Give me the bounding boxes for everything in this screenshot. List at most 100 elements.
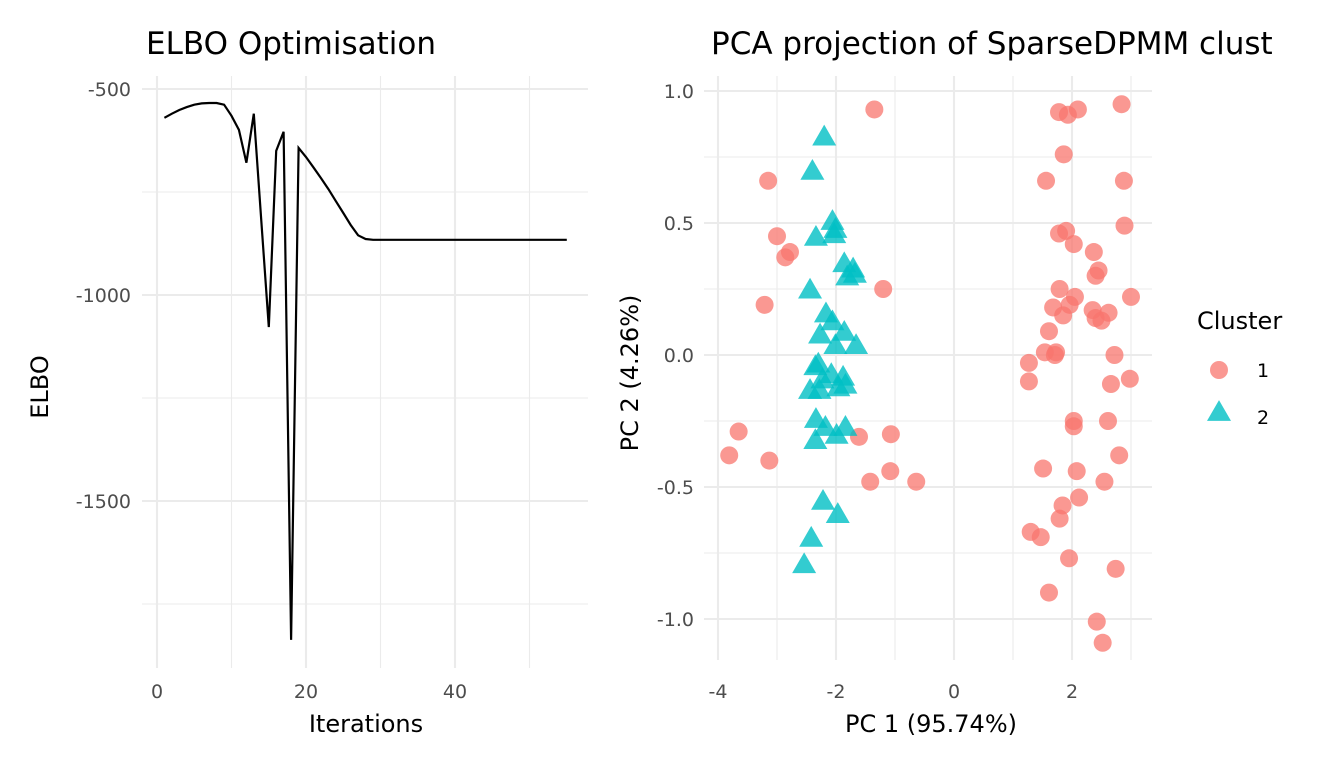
cluster-2-point xyxy=(798,277,823,299)
legend-entry-2: 2 xyxy=(1207,400,1269,429)
legend-entry-1: 1 xyxy=(1210,360,1269,382)
pca-y-tick-label: -0.5 xyxy=(657,477,694,499)
pca-x-tick-label: -4 xyxy=(709,681,728,703)
pca-y-tick-labels: 1.0 0.5 0.0 -0.5 -1.0 xyxy=(657,81,694,631)
cluster-2-point xyxy=(833,415,858,436)
elbo-y-tick-label: -1000 xyxy=(76,285,131,307)
cluster-1-point xyxy=(1037,171,1056,190)
legend-triangle-icon xyxy=(1207,400,1231,421)
cluster-1-point xyxy=(1105,346,1124,364)
cluster-1-point xyxy=(1093,633,1112,652)
cluster-1-point xyxy=(1064,417,1083,436)
cluster-2-point xyxy=(810,367,835,389)
elbo-x-tick-label: 0 xyxy=(151,681,163,703)
cluster-2-point xyxy=(799,525,824,547)
cluster-1-point xyxy=(1110,446,1129,465)
cluster-1-point xyxy=(759,171,778,190)
cluster-1-point xyxy=(1058,105,1077,124)
cluster-2-point xyxy=(835,264,860,286)
cluster-1-point xyxy=(1087,612,1106,631)
cluster-1-point xyxy=(861,472,880,491)
cluster-1-point xyxy=(1064,235,1083,254)
cluster-2-point xyxy=(825,502,850,523)
cluster-1-point xyxy=(1101,375,1120,394)
cluster-1-point xyxy=(1067,462,1086,481)
cluster-1-point xyxy=(1050,509,1069,528)
pca-points-group xyxy=(720,95,1140,652)
pca-x-tick-label: 0 xyxy=(948,681,960,703)
legend-label-2: 2 xyxy=(1257,407,1269,429)
cluster-1-point xyxy=(720,446,739,465)
cluster-1-point xyxy=(1099,303,1118,322)
legend-title: Cluster xyxy=(1197,307,1282,335)
cluster-1-point xyxy=(760,451,779,470)
elbo-line-group xyxy=(163,101,567,640)
elbo-plot-panel: 0 20 40 -500 -1000 -1500 ELBO Optimisation I… xyxy=(26,26,588,738)
pca-y-axis-title: PC 2 (4.26%) xyxy=(616,295,644,452)
cluster-2-point xyxy=(792,552,817,574)
cluster-1-point xyxy=(1031,528,1050,547)
elbo-gridlines xyxy=(142,76,588,668)
cluster-1-point xyxy=(907,472,926,491)
pca-y-tick-label: 0.5 xyxy=(664,213,694,235)
cluster-1-point xyxy=(1115,216,1134,235)
cluster-1-point xyxy=(768,227,786,246)
cluster-2-point xyxy=(808,322,833,344)
cluster-1-point xyxy=(881,425,900,444)
legend-label-1: 1 xyxy=(1257,360,1269,382)
cluster-2-point xyxy=(800,158,825,180)
elbo-chart-title: ELBO Optimisation xyxy=(146,26,436,62)
cluster-2-point xyxy=(820,309,845,331)
cluster-1-point xyxy=(1114,171,1133,190)
cluster-1-point xyxy=(729,422,748,441)
cluster-1-point xyxy=(1084,243,1103,262)
cluster-1-point xyxy=(874,280,893,298)
pca-y-tick-label: 1.0 xyxy=(664,81,694,103)
cluster-1-point xyxy=(1019,372,1038,391)
cluster-2-point xyxy=(812,124,837,146)
elbo-series-line xyxy=(163,101,567,640)
elbo-x-tick-label: 40 xyxy=(443,681,467,703)
cluster-2-point xyxy=(823,333,848,355)
cluster-2-point xyxy=(832,320,857,341)
cluster-1-point xyxy=(1054,306,1073,325)
pca-y-tick-label: 0.0 xyxy=(664,345,694,367)
pca-chart-title: PCA projection of SparseDPMM clust xyxy=(711,26,1273,62)
cluster-2-point xyxy=(844,333,869,355)
cluster-2-point xyxy=(822,222,847,244)
cluster-1-point xyxy=(755,295,774,314)
pca-y-tick-label: -1.0 xyxy=(657,609,694,631)
cluster-1-point xyxy=(1019,353,1038,372)
cluster-2-point xyxy=(811,488,836,510)
cluster-1-point xyxy=(1120,369,1139,388)
elbo-y-axis-title: ELBO xyxy=(26,355,54,418)
elbo-y-tick-label: -500 xyxy=(88,79,131,101)
legend-circle-icon xyxy=(1210,361,1228,379)
cluster-1-point xyxy=(1039,322,1058,341)
cluster-1-point xyxy=(1060,549,1079,568)
cluster-2-point xyxy=(826,375,851,397)
pca-plot-panel: -4 -2 0 2 1.0 0.5 0.0 -0.5 -1.0 PCA projection … xyxy=(616,26,1273,738)
elbo-x-tick-labels: 0 20 40 xyxy=(151,681,467,703)
cluster-1-point xyxy=(865,100,884,119)
cluster-legend: Cluster 1 2 xyxy=(1197,307,1282,429)
pca-x-axis-title: PC 1 (95.74%) xyxy=(845,710,1017,738)
elbo-x-tick-label: 20 xyxy=(294,681,318,703)
elbo-y-tick-label: -1500 xyxy=(76,491,131,513)
cluster-1-point xyxy=(1112,95,1131,114)
elbo-x-axis-title: Iterations xyxy=(309,710,423,738)
cluster-1-point xyxy=(1034,459,1053,478)
cluster-1-point xyxy=(1057,221,1076,240)
cluster-1-point xyxy=(1098,412,1117,430)
pca-x-tick-label: -2 xyxy=(827,681,846,703)
pca-x-tick-labels: -4 -2 0 2 xyxy=(709,681,1079,703)
cluster-2-point xyxy=(803,428,828,450)
elbo-y-tick-labels: -500 -1000 -1500 xyxy=(76,79,131,513)
pca-x-tick-label: 2 xyxy=(1066,681,1078,703)
cluster-1-point xyxy=(1086,266,1105,285)
pca-gridlines xyxy=(704,76,1152,660)
cluster-2-point xyxy=(813,415,838,436)
cluster-1-point xyxy=(1054,145,1073,164)
cluster-1-point xyxy=(1039,583,1058,602)
